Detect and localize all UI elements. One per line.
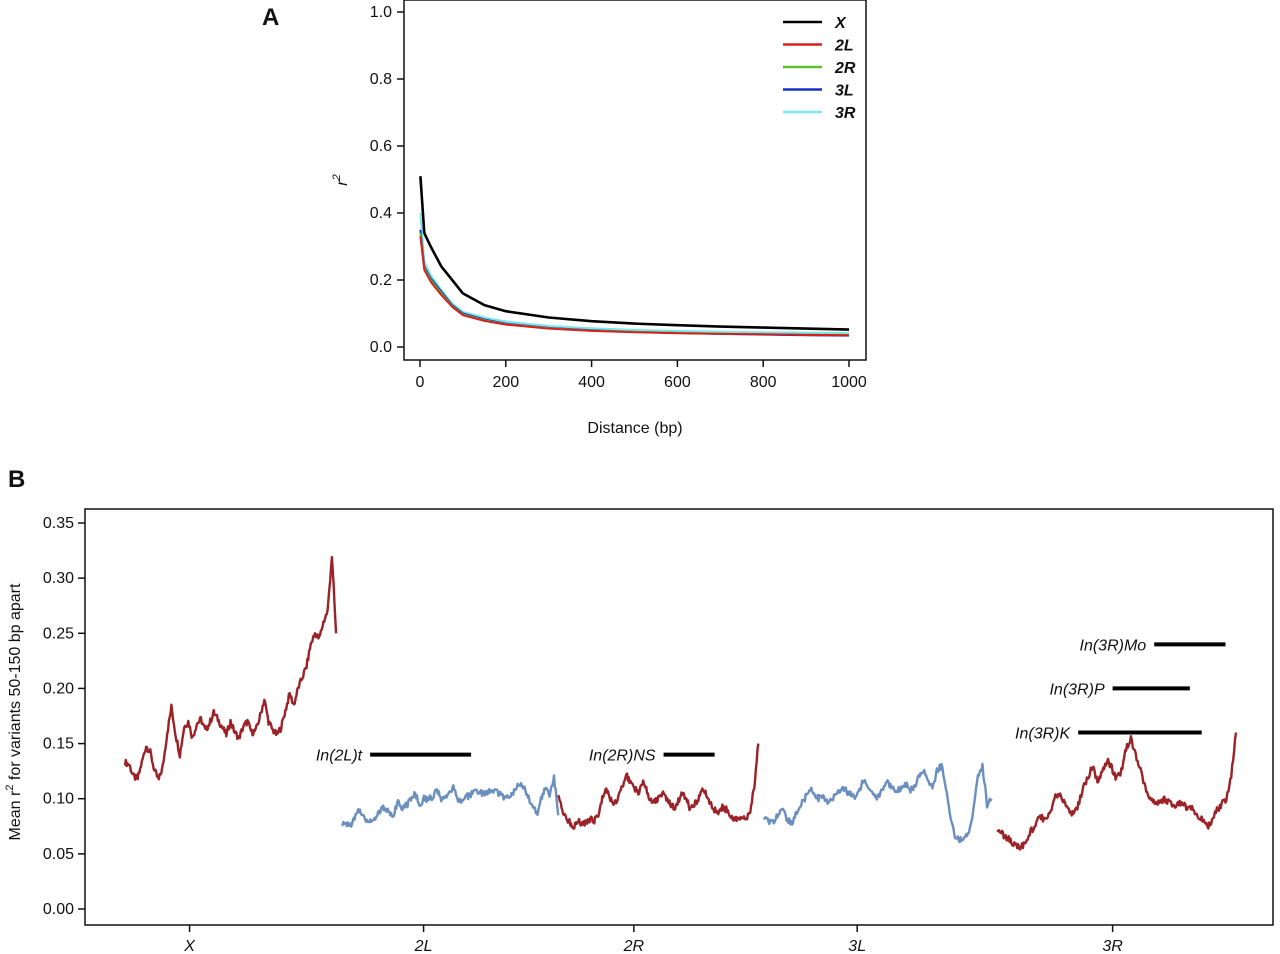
panel-a-series-line-2l [419,236,850,337]
panel-a-plot-frame [403,0,867,361]
inversion-label-in-2r-ns: In(2R)NS [589,748,656,765]
inversion-label-in-3r-mo: In(3R)Mo [1080,637,1147,654]
panel-b-y-axis-title-superscript: 2 [4,785,16,791]
panel-b-y-tick-label: 0.00 [43,901,74,918]
panel-b-y-tick-label: 0.10 [43,791,74,808]
panel-b-series-line-3l [762,762,993,844]
panel-a-x-axis-title: Distance (bp) [587,420,682,437]
panel-a-y-tick-label: 0.8 [370,71,392,88]
panel-a-y-tick-label: 0.4 [370,205,392,222]
panel-a-legend-label-3r: 3R [835,105,856,122]
panel-a-x-tick-label: 1000 [831,374,867,391]
panel-a-y-axis-title-superscript: 2 [331,174,343,181]
panel-b-series-line-x [123,555,338,781]
panel-b-y-axis: 0.00 0.05 0.10 0.15 0.20 0.25 0.30 0.35 [43,515,85,918]
panel-a-legend-label-2l: 2L [834,38,854,55]
panel-b-y-tick-label: 0.35 [43,515,74,532]
panel-b-y-tick-label: 0.30 [43,570,74,587]
panel-a-x-tick-label: 800 [750,374,777,391]
panel-a-letter: A [262,4,279,31]
panel-a-y-tick-label: 0.0 [370,339,392,356]
panel-a-x-tick-label: 200 [492,374,519,391]
inversion-label-in-3r-k: In(3R)K [1015,726,1071,743]
panel-a-y-tick-label: 0.2 [370,272,392,289]
panel-b-x-tick-label-x: X [183,938,196,954]
inversion-label-in-2l-t: In(2L)t [316,748,363,765]
panel-b-plot-frame [84,508,1274,926]
panel-b-y-tick-label: 0.05 [43,846,74,863]
inversion-label-in-3r-p: In(3R)P [1049,681,1104,698]
panel-a-series-line-x [419,176,850,331]
panel-a-series-line-3r [419,212,850,334]
panel-a-y-axis: 0.0 0.2 0.4 0.6 0.8 1.0 [370,4,404,356]
panel-b-y-tick-label: 0.15 [43,736,74,753]
panel-a-legend-label-3l: 3L [835,83,854,100]
panel-b-y-axis-title: Mean r2 for variants 50-150 bp apart [4,583,24,840]
panel-b-y-axis-title-suffix: for variants 50-150 bp apart [7,583,24,785]
panel-b-chart: 0.00 0.05 0.10 0.15 0.20 0.25 0.30 0.35 X 2L 2R 3L… [4,508,1274,954]
panel-b-letter: B [8,466,25,493]
panel-b-y-axis-title-main: Mean r [7,790,24,840]
panel-a-y-tick-label: 0.6 [370,138,392,155]
panel-b-series-line-2l [341,774,560,828]
panel-a-legend-label-x: X [834,15,847,32]
panel-b-x-tick-label-2r: 2R [623,938,645,954]
panel-b-x-tick-label-3l: 3L [848,938,866,954]
panel-a-series [419,176,850,337]
panel-a-legend-label-2r: 2R [834,60,856,77]
panel-b-series-line-2r [557,743,760,830]
panel-b-y-tick-label: 0.20 [43,680,74,697]
panel-b-series-line-3r [996,732,1238,851]
panel-b-x-tick-label-3r: 3R [1102,938,1123,954]
panel-a-legend: X 2L 2R 3L 3R [783,15,856,122]
panel-b-inversion-annotations: In(2L)t In(2R)NS In(3R)K In(3R)P In(3R)Mo [316,637,1226,765]
panel-b-x-axis: X 2L 2R 3L 3R [183,925,1123,954]
panel-a-series-line-2r [419,232,850,336]
panel-a-x-tick-label: 600 [664,374,691,391]
panel-b-x-tick-label-2l: 2L [414,938,433,954]
panel-a-x-tick-label: 400 [578,374,605,391]
panel-a-y-axis-title-main: r [334,180,351,186]
panel-b-series [123,555,1238,851]
panel-a-chart: 0.0 0.2 0.4 0.6 0.8 1.0 0 200 400 600 800 1000 X 2L… [331,0,867,437]
panel-a-x-tick-label: 0 [416,374,425,391]
panel-b-y-tick-label: 0.25 [43,625,74,642]
panel-a-y-tick-label: 1.0 [370,4,392,21]
panel-a-y-axis-title: r2 [331,174,351,185]
panel-a-x-axis: 0 200 400 600 800 1000 [416,360,867,391]
